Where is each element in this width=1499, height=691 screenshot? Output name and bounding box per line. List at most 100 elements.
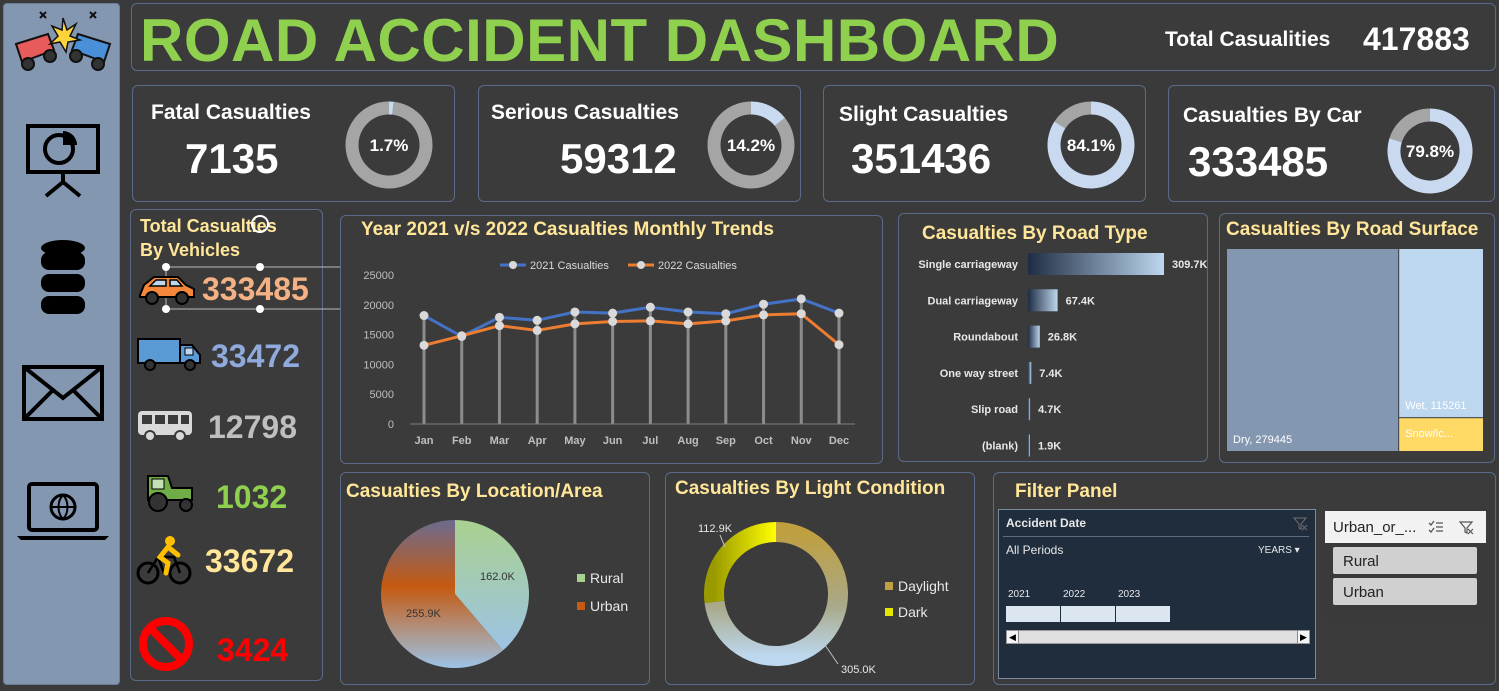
kpi-title: Slight Casualties — [839, 103, 1009, 126]
x-tick-label: Jul — [642, 435, 658, 447]
data-point — [834, 308, 844, 318]
year-bar[interactable] — [1006, 606, 1060, 622]
kpi-donut: 14.2% — [707, 101, 795, 189]
total-casualties-value: 417883 — [1363, 21, 1470, 57]
category-label: (blank) — [982, 441, 1018, 453]
donut-slice-label: 112.9K — [698, 523, 733, 535]
bar — [1028, 361, 1032, 384]
bar — [1028, 253, 1164, 275]
area-item-urban[interactable]: Urban — [1333, 578, 1477, 605]
kpi-donut: 79.8% — [1387, 108, 1473, 194]
treemap-tile — [1399, 249, 1483, 418]
x-tick-label: Aug — [677, 435, 698, 447]
data-point — [759, 299, 769, 309]
road-type-title: Casualties By Road Type — [922, 223, 1148, 244]
treemap-tile — [1399, 418, 1483, 451]
location-title: Casualties By Location/Area — [346, 481, 603, 502]
filter-panel-title: Filter Panel — [1015, 481, 1118, 502]
vehicles-title-line2: By Vehicles — [140, 240, 241, 260]
leader-line — [824, 644, 839, 665]
year-bar[interactable] — [1116, 606, 1170, 622]
x-tick-label: Mar — [490, 435, 510, 447]
kpi-title: Serious Casualties — [491, 101, 679, 124]
kpi-value: 351436 — [851, 135, 992, 182]
scroll-left-button[interactable]: ◀ — [1007, 631, 1019, 643]
x-tick-label: Sep — [716, 435, 736, 447]
tractor-icon — [147, 475, 193, 512]
pie-slice — [455, 520, 530, 651]
clear-filter-icon[interactable] — [1458, 519, 1474, 535]
treemap-label: Wet, 115261 — [1405, 400, 1466, 412]
treemap-label: Dry, 279445 — [1233, 434, 1292, 446]
data-point — [532, 315, 542, 325]
kpi-donut-label: 84.1% — [1067, 136, 1115, 155]
clear-filter-icon[interactable] — [1292, 515, 1308, 531]
scroll-right-button[interactable]: ▶ — [1297, 631, 1309, 643]
truck-icon — [137, 338, 201, 371]
vehicle-value-bus: 12798 — [208, 409, 297, 445]
data-point — [608, 308, 618, 318]
data-point — [532, 325, 542, 335]
pie-slice — [381, 520, 504, 668]
leader-line — [719, 534, 726, 548]
legend-label: Dark — [898, 604, 929, 620]
donut-segment — [704, 522, 848, 666]
vehicle-value-bicycle: 33672 — [205, 543, 294, 579]
x-tick-label: May — [564, 435, 586, 447]
date-timeline-slicer[interactable]: Accident Date All Periods YEARS ▾ 2021 2… — [998, 509, 1316, 679]
kpi-donut-label: 1.7% — [370, 136, 409, 155]
road-surface-treemap: Dry, 279445 Wet, 115261 Snow/ic... — [1227, 249, 1483, 451]
kpi-value: 333485 — [1188, 138, 1329, 185]
x-tick-label: Jan — [415, 435, 434, 447]
no-entry-icon — [139, 617, 193, 671]
y-tick-label: 0 — [388, 419, 394, 431]
data-point — [608, 316, 618, 326]
kpi-donut: 84.1% — [1047, 101, 1135, 189]
y-tick-label: 15000 — [363, 330, 394, 342]
y-tick-label: 5000 — [370, 389, 394, 401]
data-point — [721, 309, 731, 319]
kpi-donut-track — [1389, 108, 1431, 143]
legend-label: Rural — [590, 570, 623, 586]
database-icon[interactable] — [4, 238, 121, 318]
bar — [1028, 398, 1031, 421]
vehicles-title-line1: Total Casualties — [140, 216, 277, 236]
vehicle-value-truck: 33472 — [211, 338, 300, 374]
bar-value-label: 7.4K — [1039, 368, 1062, 380]
legend-label: Urban — [590, 598, 628, 614]
presentation-icon[interactable] — [4, 122, 121, 198]
pie-slice-label: 255.9K — [406, 608, 442, 620]
multi-select-icon[interactable] — [1428, 519, 1444, 535]
car-crash-icon[interactable] — [4, 8, 121, 78]
area-item-rural[interactable]: Rural — [1333, 547, 1477, 574]
bar-value-label: 309.7K — [1172, 259, 1208, 271]
legend-swatch — [885, 582, 893, 590]
vehicle-value-other: 3424 — [217, 632, 289, 668]
timeline-scrollbar[interactable]: ◀ ▶ — [1006, 630, 1310, 644]
area-slicer[interactable]: Urban_or_... Rural Urban — [1325, 511, 1486, 621]
data-point — [796, 294, 806, 304]
data-point — [494, 321, 504, 331]
data-point — [796, 309, 806, 319]
kpi-donut-label: 79.8% — [1406, 142, 1454, 161]
year-bar[interactable] — [1061, 606, 1115, 622]
data-point — [419, 311, 429, 321]
y-tick-label: 25000 — [363, 270, 394, 282]
data-point — [570, 319, 580, 329]
treemap-tile — [1227, 249, 1399, 451]
bar-value-label: 1.9K — [1038, 441, 1061, 453]
sidebar — [3, 3, 120, 685]
year-label: 2022 — [1063, 589, 1086, 600]
vehicles-panel — [130, 209, 323, 681]
legend-swatch — [577, 602, 585, 610]
vehicle-value-tractor: 1032 — [216, 479, 288, 515]
data-point — [645, 316, 655, 326]
laptop-icon[interactable] — [4, 480, 121, 542]
location-pie: 162.0K Rural 255.9K Urban — [381, 520, 628, 668]
x-tick-label: Apr — [528, 435, 548, 447]
data-point — [494, 312, 504, 322]
bar — [1028, 434, 1030, 457]
mail-icon[interactable] — [4, 364, 121, 422]
years-dropdown[interactable]: YEARS ▾ — [1258, 545, 1300, 556]
kpi-title: Casualties By Car — [1183, 104, 1362, 127]
